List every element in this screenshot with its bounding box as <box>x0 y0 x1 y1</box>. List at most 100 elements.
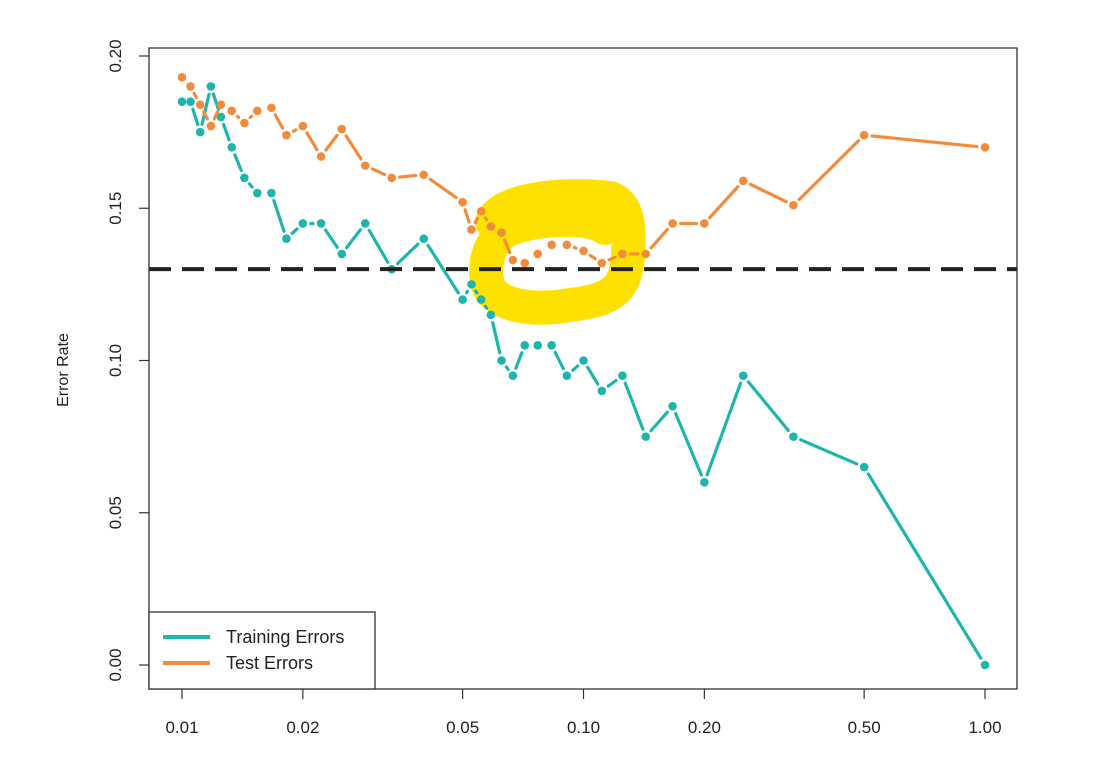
data-point <box>216 112 226 122</box>
series-segment <box>514 351 524 370</box>
data-point <box>618 249 627 259</box>
data-point <box>618 371 627 381</box>
legend: Training Errors Test Errors <box>148 611 376 690</box>
data-point <box>195 127 205 137</box>
series-segment <box>649 410 669 433</box>
series-segment <box>607 255 617 262</box>
series-segment <box>491 321 502 355</box>
series-segment <box>586 365 600 386</box>
data-point <box>668 219 677 228</box>
series-segment <box>649 227 669 250</box>
data-point <box>738 371 748 381</box>
series-segment <box>273 113 285 130</box>
series-segment <box>221 122 231 142</box>
x-tick-label: 0.50 <box>848 718 881 737</box>
series-segment <box>305 131 319 152</box>
data-point <box>597 258 607 268</box>
data-point <box>562 371 572 381</box>
data-point <box>282 130 291 140</box>
y-tick-label: 0.10 <box>106 344 125 377</box>
data-point <box>216 100 226 110</box>
series-segment <box>465 289 470 295</box>
y-axis-label: Error Rate <box>55 333 72 407</box>
data-point <box>467 280 476 289</box>
data-point <box>641 249 651 259</box>
series-segment <box>797 139 861 202</box>
series-segment <box>746 380 790 433</box>
data-point <box>177 73 187 82</box>
series-segment <box>588 253 597 261</box>
data-point <box>252 188 262 198</box>
series-segment <box>428 177 458 200</box>
series-segment <box>235 114 241 120</box>
data-point <box>476 206 486 216</box>
data-point <box>700 478 709 487</box>
y-tick-label: 0.05 <box>106 496 125 529</box>
series-segment <box>623 381 645 431</box>
series-segment <box>870 134 979 149</box>
data-point <box>562 240 572 250</box>
series-segment <box>799 438 859 466</box>
data-point <box>240 173 249 183</box>
data-point <box>497 228 506 237</box>
data-point <box>360 219 370 228</box>
data-point <box>227 143 237 152</box>
x-tick-label: 0.20 <box>688 718 721 737</box>
data-point <box>206 121 216 131</box>
data-point <box>700 219 709 228</box>
x-axis: 0.01 0.02 0.05 0.10 0.20 0.50 1.00 <box>165 689 1002 737</box>
data-point <box>486 310 496 320</box>
data-point <box>738 176 748 186</box>
data-point <box>789 200 798 210</box>
data-point <box>533 249 542 259</box>
series-segment <box>212 110 220 121</box>
data-point <box>282 234 291 243</box>
series-segment <box>674 411 703 477</box>
series-segment <box>483 216 489 222</box>
data-point <box>458 295 467 304</box>
data-point <box>859 130 869 140</box>
series-segment <box>291 128 298 133</box>
y-tick-label: 0.00 <box>106 648 125 681</box>
series-segment <box>463 208 471 224</box>
data-point <box>316 152 326 161</box>
data-point <box>177 97 187 106</box>
series-segment <box>503 238 512 255</box>
data-point <box>467 225 476 234</box>
series-segment <box>474 289 479 295</box>
series-segment <box>571 364 580 372</box>
series-segment <box>572 245 578 250</box>
series-segment <box>504 365 510 371</box>
data-point <box>206 82 216 91</box>
data-point <box>597 386 607 396</box>
legend-label-test: Test Errors <box>226 653 313 673</box>
series-segment <box>473 216 480 225</box>
series-segment <box>370 167 387 177</box>
series-segment <box>202 110 209 121</box>
data-point <box>186 82 195 91</box>
data-point <box>227 106 237 116</box>
data-point <box>458 197 467 207</box>
series-segment <box>483 304 489 310</box>
data-point <box>186 97 195 106</box>
data-point <box>980 660 990 670</box>
legend-label-training: Training Errors <box>226 627 344 647</box>
x-tick-label: 0.05 <box>446 718 479 737</box>
data-point <box>547 340 556 350</box>
data-point <box>316 219 326 228</box>
data-point <box>387 173 397 183</box>
series-segment <box>233 153 243 173</box>
yellow-highlight-annotation <box>469 179 646 325</box>
data-point <box>360 161 370 170</box>
highlight-stroke <box>469 179 646 325</box>
series-segment <box>708 185 740 220</box>
series-segment <box>248 114 254 120</box>
data-point <box>337 124 347 134</box>
data-point <box>980 143 990 152</box>
series-training <box>177 82 990 670</box>
data-point <box>419 170 429 180</box>
series-segment <box>324 133 339 152</box>
series-segment <box>344 134 363 161</box>
series-segment <box>345 228 362 250</box>
